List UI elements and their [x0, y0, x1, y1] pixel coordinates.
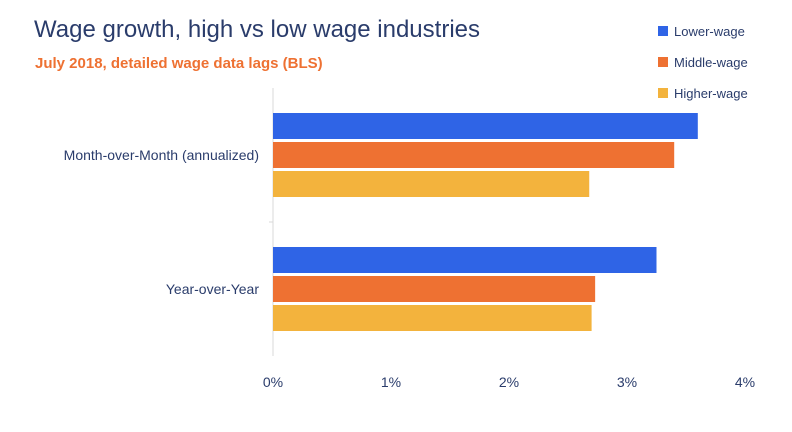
legend-label-higher-wage: Higher-wage	[674, 85, 748, 101]
chart-subtitle: July 2018, detailed wage data lags (BLS)	[35, 55, 323, 72]
legend-item-lower-wage: Lower-wage	[658, 21, 748, 41]
bars-group	[273, 113, 698, 331]
legend-label-lower-wage: Lower-wage	[674, 23, 745, 39]
chart-legend: Lower-wage Middle-wage Higher-wage	[658, 21, 748, 114]
bar-higher-wage-month-over-month-annualized	[273, 171, 590, 197]
bar-middle-wage-year-over-year	[273, 276, 596, 302]
legend-swatch-higher-wage	[658, 88, 668, 98]
x-tick-label: 0%	[263, 374, 283, 390]
legend-label-middle-wage: Middle-wage	[674, 54, 748, 70]
chart-title: Wage growth, high vs low wage industries	[34, 16, 480, 43]
legend-item-higher-wage: Higher-wage	[658, 83, 748, 103]
legend-item-middle-wage: Middle-wage	[658, 52, 748, 72]
bar-middle-wage-month-over-month-annualized	[273, 142, 675, 168]
bar-higher-wage-year-over-year	[273, 305, 592, 331]
legend-swatch-middle-wage	[658, 57, 668, 67]
x-tick-label: 3%	[617, 374, 637, 390]
category-label-month-over-month-annualized: Month-over-Month (annualized)	[64, 147, 259, 163]
bar-lower-wage-year-over-year	[273, 247, 657, 273]
x-tick-label: 4%	[735, 374, 755, 390]
bar-lower-wage-month-over-month-annualized	[273, 113, 698, 139]
x-axis-tick-labels: 0% 1% 2% 3% 4%	[263, 374, 755, 390]
x-tick-label: 2%	[499, 374, 519, 390]
category-label-year-over-year: Year-over-Year	[166, 281, 259, 297]
x-tick-label: 1%	[381, 374, 401, 390]
category-labels-group: Month-over-Month (annualized) Year-over-Y…	[64, 147, 260, 297]
legend-swatch-lower-wage	[658, 26, 668, 36]
